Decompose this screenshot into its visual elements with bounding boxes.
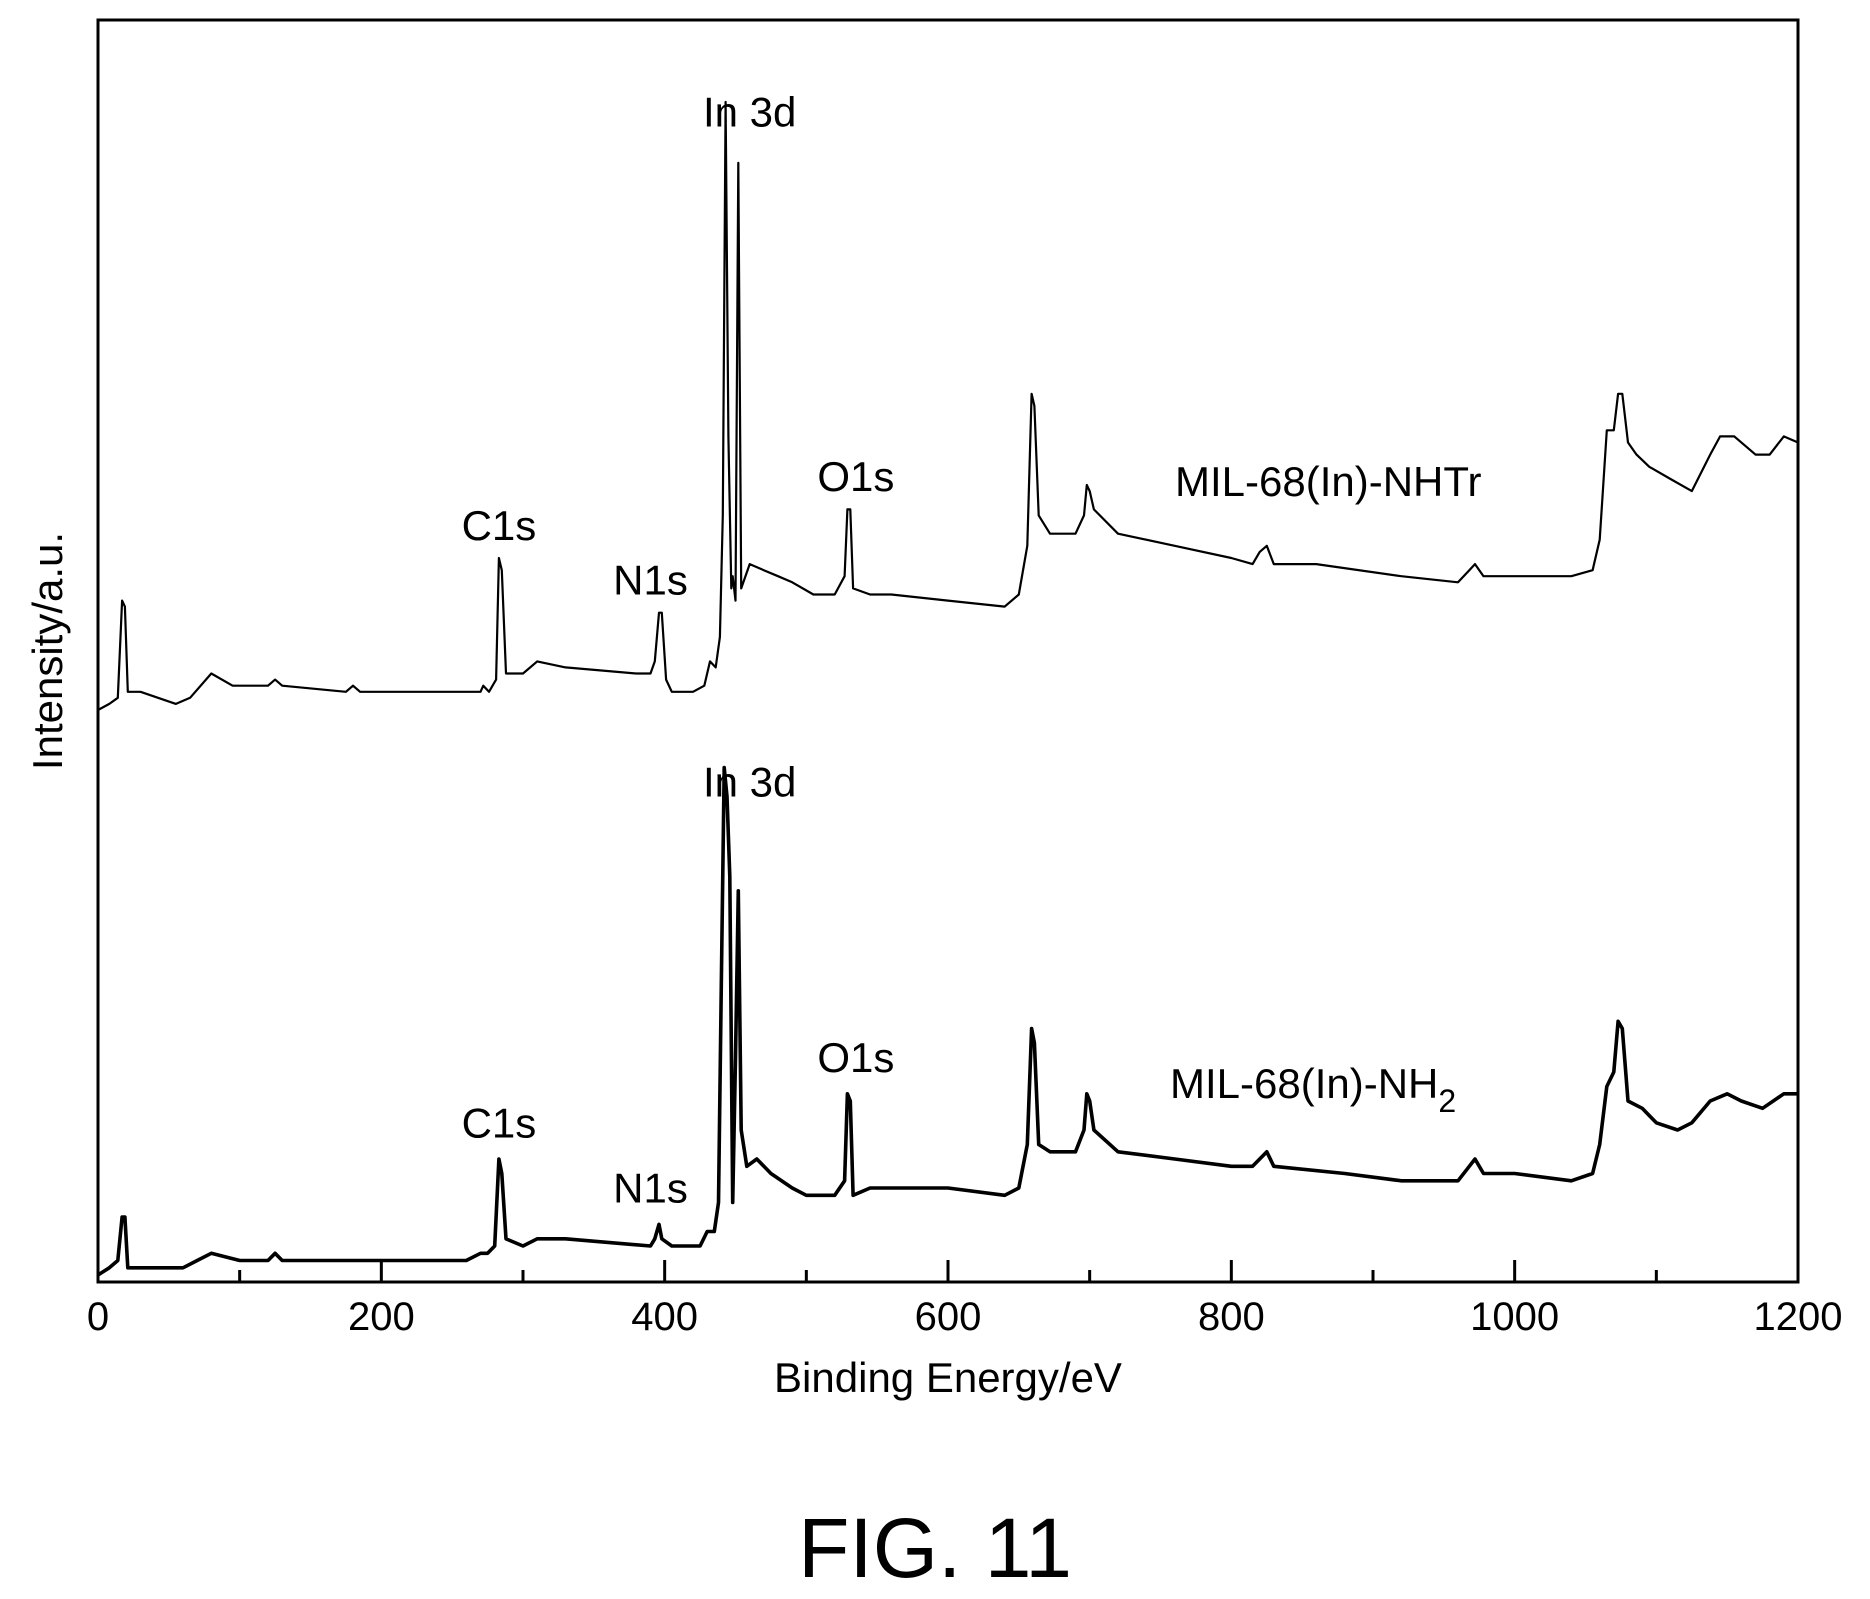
series-line-2: [97, 765, 1798, 1277]
peak-label: O1s: [817, 1034, 894, 1081]
peak-label: C1s: [462, 502, 537, 549]
peak-label: N1s: [613, 1165, 688, 1212]
plot-frame: [96, 18, 1800, 1284]
x-axis-label: Binding Energy/eV: [774, 1354, 1122, 1401]
x-tick-label: 600: [915, 1295, 982, 1339]
figure-caption: FIG. 11: [798, 1501, 1072, 1595]
y-axis-label: Intensity/a.u.: [24, 532, 71, 770]
peak-label: In 3d: [703, 88, 796, 135]
peak-label: C1s: [462, 1099, 537, 1146]
peak-annotations: C1s N1s In 3d O1s MIL-68(In)-NHTr C1s N1s In 3d…: [462, 88, 1482, 1211]
x-tick-label: 200: [348, 1295, 415, 1339]
x-axis-tick-labels: 0 200 400 600 800 1000 1200: [87, 1295, 1843, 1339]
x-tick-label: 1200: [1754, 1295, 1843, 1339]
x-tick-label: 0: [87, 1295, 109, 1339]
x-tick-label: 400: [631, 1295, 698, 1339]
peak-label: O1s: [817, 453, 894, 500]
x-axis-ticks: [96, 1260, 1800, 1282]
series-name-label: MIL-68(In)-NHTr: [1175, 458, 1481, 505]
series-line-1: [97, 100, 1799, 711]
peak-label: In 3d: [703, 759, 796, 806]
spectra-traces: [97, 100, 1799, 1277]
peak-label: N1s: [613, 556, 688, 603]
x-tick-label: 1000: [1470, 1295, 1559, 1339]
series-name-label: MIL-68(In)-NH2: [1170, 1060, 1456, 1119]
x-tick-label: 800: [1198, 1295, 1265, 1339]
